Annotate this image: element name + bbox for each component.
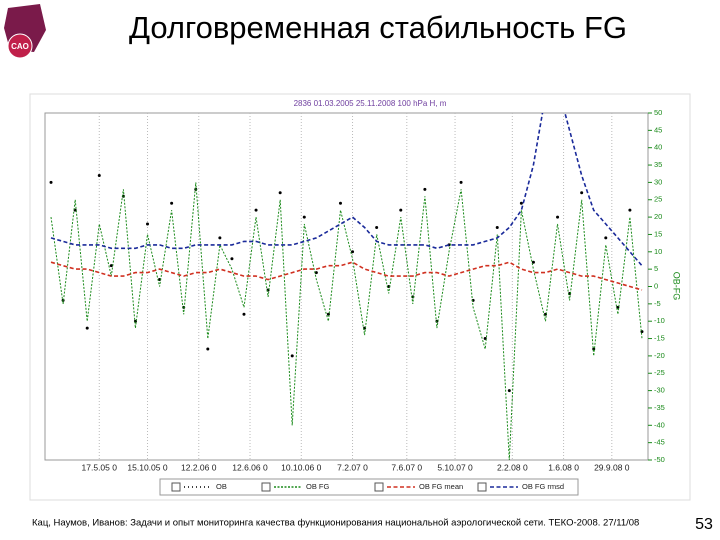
- y-tick-label: 45: [654, 125, 662, 134]
- data-point: [580, 191, 584, 195]
- data-point: [302, 215, 306, 219]
- y-tick-label: -30: [654, 386, 665, 395]
- x-tick-label: 29.9.08 0: [594, 462, 630, 472]
- y-tick-label: -35: [654, 403, 665, 412]
- data-point: [146, 222, 150, 226]
- y-tick-label: 0: [654, 281, 658, 290]
- y-tick-label: -45: [654, 438, 665, 447]
- data-point: [314, 271, 318, 275]
- data-point: [49, 180, 53, 184]
- y-tick-label: -50: [654, 455, 665, 464]
- x-tick-label: 15.10.05 0: [127, 462, 167, 472]
- slide-title: Долговременная стабильность FG: [129, 10, 627, 45]
- y-tick-label: 35: [654, 160, 662, 169]
- data-point: [375, 226, 379, 230]
- data-point: [531, 260, 535, 264]
- legend-label: OB FG mean: [419, 482, 463, 491]
- legend-checkbox: [171, 482, 181, 492]
- x-tick-label: 2.2.08 0: [497, 462, 528, 472]
- chart-title: 2836 01.03.2005 25.11.2008 100 hPa H, m: [294, 99, 447, 108]
- y-tick-label: -40: [654, 420, 665, 429]
- plot-series: [49, 113, 644, 460]
- y-axis-label: OB-FG: [672, 272, 682, 301]
- x-tick-label: 1.6.08 0: [548, 462, 579, 472]
- data-point: [230, 257, 234, 261]
- data-point: [556, 215, 560, 219]
- x-tick-label: 10.10.06 0: [281, 462, 321, 472]
- y-tick-label: -5: [654, 299, 661, 308]
- data-point: [85, 326, 89, 330]
- data-point: [290, 354, 294, 358]
- data-point: [399, 208, 403, 212]
- legend-label: OB: [216, 482, 227, 491]
- series-line: [50, 261, 643, 291]
- y-tick-label: -15: [654, 334, 665, 343]
- legend-checkbox: [477, 482, 487, 492]
- chart-frame: [29, 93, 691, 501]
- x-tick-label: 7.2.07 0: [337, 462, 368, 472]
- data-point: [278, 191, 282, 195]
- data-point: [218, 236, 222, 240]
- y-tick-label: 50: [654, 108, 662, 117]
- data-point: [170, 201, 174, 205]
- y-tick-label: 20: [654, 212, 662, 221]
- y-tick-label: 30: [654, 177, 662, 186]
- data-point: [351, 250, 355, 254]
- data-point: [254, 208, 258, 212]
- y-tick-label: -10: [654, 316, 665, 325]
- data-point: [423, 187, 427, 191]
- data-point: [519, 201, 523, 205]
- legend-label: OB FG: [306, 482, 330, 491]
- data-point: [242, 312, 246, 316]
- data-point: [507, 389, 511, 393]
- data-point: [628, 208, 632, 212]
- data-point: [338, 201, 342, 205]
- x-tick-label: 12.2.06 0: [181, 462, 217, 472]
- logo-circle: [7, 33, 33, 59]
- x-tick-label: 12.6.06 0: [232, 462, 268, 472]
- y-tick-label: 25: [654, 195, 662, 204]
- legend-checkbox: [374, 482, 384, 492]
- footer: Кац, Наумов, Иванов: Задачи и опыт монит…: [32, 518, 639, 529]
- data-point: [495, 226, 499, 230]
- legend-label: OB FG rmsd: [522, 482, 564, 491]
- y-tick-label: 5: [654, 264, 658, 273]
- y-tick-label: 15: [654, 229, 662, 238]
- logo-text: CAO: [11, 42, 29, 51]
- x-tick-label: 7.6.07 0: [391, 462, 422, 472]
- legend-checkbox: [261, 482, 271, 492]
- page-number: 53: [695, 516, 713, 533]
- data-point: [97, 173, 101, 177]
- y-tick-label: -20: [654, 351, 665, 360]
- x-tick-label: 5.10.07 0: [437, 462, 473, 472]
- series-line: [50, 182, 643, 460]
- y-tick-label: -25: [654, 368, 665, 377]
- y-tick-label: 10: [654, 247, 662, 256]
- data-point: [109, 264, 113, 268]
- y-tick-label: 40: [654, 143, 662, 152]
- x-tick-label: 17.5.05 0: [82, 462, 118, 472]
- data-point: [604, 236, 608, 240]
- series-line: [50, 113, 643, 267]
- data-point: [459, 180, 463, 184]
- data-point: [206, 347, 210, 351]
